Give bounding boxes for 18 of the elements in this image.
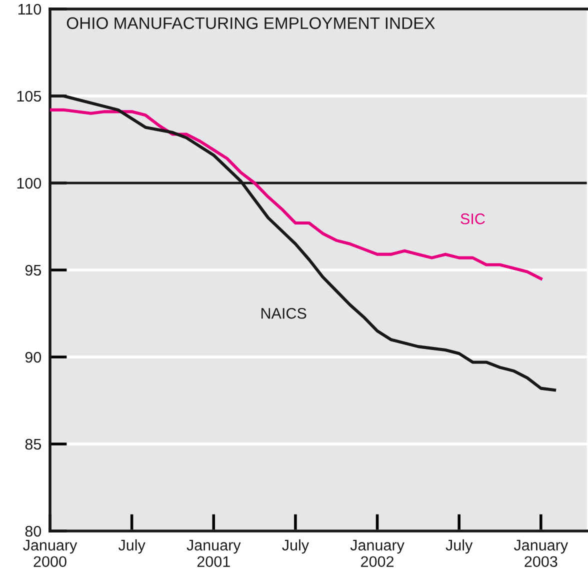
x-tick-label: January 2001 [186,540,241,568]
text: SIC [460,213,485,224]
chart-title: OHIO MANUFACTURING EMPLOYMENT INDEX [66,17,435,30]
line-series [50,108,542,280]
x-tick-label: July [446,539,473,554]
x-tick-label: January 2000 [23,540,78,568]
y-tick-label: 105 [17,90,42,102]
y-tick-label: 100 [17,178,42,189]
y-tick-label: 80 [25,526,42,537]
x-tick-label: January 2003 [514,540,568,568]
text: NAICS [261,308,306,319]
y-tick-label: 85 [25,438,42,450]
x-tick-label: July [282,539,310,554]
y-tick-label: 110 [18,4,42,15]
x-tick-label: January 2002 [350,540,404,568]
x-tick-label: July [118,539,146,554]
y-tick-label: 90 [25,352,42,363]
y-tick-label: 95 [25,264,42,276]
